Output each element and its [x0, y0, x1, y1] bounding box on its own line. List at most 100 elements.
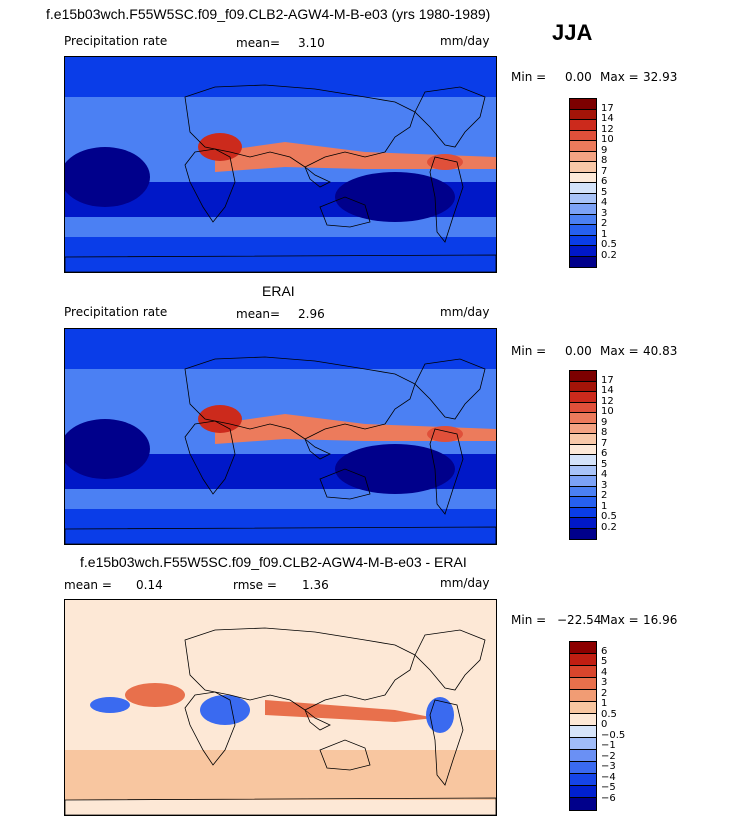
colorbar-tick-label: 1	[601, 500, 608, 512]
panel3-min-value: −22.54	[557, 613, 602, 627]
coastline	[304, 709, 331, 731]
coastline	[184, 627, 416, 711]
colorbar-swatch	[570, 256, 596, 267]
coastline	[414, 86, 486, 148]
colorbar-swatch	[570, 642, 596, 654]
colorbar-tick-label: 14	[601, 113, 614, 124]
coastline	[184, 84, 416, 168]
colorbar-tick-label: −6	[601, 792, 616, 804]
colorbar-tick-label: 7	[601, 165, 608, 177]
colorbar-swatch	[570, 666, 596, 678]
colorbar-tick-label: 8	[601, 155, 608, 166]
colorbar-tick-label: 12	[601, 123, 614, 135]
panel3-min-label: Min =	[511, 613, 547, 627]
coastline	[414, 629, 486, 691]
colorbar-swatch	[570, 246, 596, 257]
panel2-min-label: Min =	[511, 344, 547, 358]
field-monsoon	[198, 133, 242, 161]
colorbar-swatch	[570, 690, 596, 702]
colorbar-swatch	[570, 402, 596, 413]
colorbar-tick-label: 10	[601, 406, 614, 417]
colorbar-swatch	[570, 371, 596, 382]
field-monsoon	[198, 405, 242, 433]
field-negative-atlantic	[90, 697, 130, 713]
colorbar-tick-label: −4	[601, 771, 616, 783]
field-dry-pacific	[335, 172, 455, 222]
colorbar-tick-label: 12	[601, 395, 614, 407]
panel2-variable-label: Precipitation rate	[64, 305, 168, 319]
field-dry-atlantic	[65, 419, 150, 479]
colorbar-tick-label: 3	[601, 207, 608, 219]
colorbar-tick-label: −3	[601, 761, 616, 772]
colorbar-tick-label: 0.2	[601, 521, 617, 533]
colorbar-tick-label: 6	[601, 645, 608, 657]
field-band-north	[65, 329, 496, 369]
colorbar-tick-label: 4	[601, 666, 608, 678]
colorbar-swatch	[570, 455, 596, 466]
colorbar-swatch	[570, 486, 596, 497]
coastline	[319, 196, 371, 228]
coastline	[184, 691, 236, 766]
colorbar-tick-label: −1	[601, 740, 616, 751]
colorbar-tick-label: 9	[601, 144, 608, 156]
panel1-mean-label: mean=	[236, 36, 281, 50]
colorbar-tick-label: 17	[601, 374, 614, 386]
colorbar-tick-label: 3	[601, 479, 608, 491]
coastline	[65, 254, 496, 272]
colorbar-tick-label: 1	[601, 698, 608, 709]
coastline	[319, 739, 371, 771]
colorbar-swatch	[570, 654, 596, 666]
figure-title: f.e15b03wch.F55W5SC.f09_f09.CLB2-AGW4-M-…	[46, 6, 491, 22]
colorbar-tick-label: 0.5	[601, 239, 617, 250]
field-central-america	[427, 154, 463, 170]
panel3-colorbar	[569, 641, 597, 811]
colorbar-swatch	[570, 444, 596, 455]
panel1-max-value: 32.93	[643, 70, 678, 84]
field-positive-india	[125, 683, 185, 707]
panel3-rmse-label: rmse =	[233, 578, 277, 592]
coastline	[414, 358, 486, 420]
colorbar-tick-label: 4	[601, 197, 608, 208]
colorbar-swatch	[570, 518, 596, 529]
coastline	[65, 797, 496, 815]
colorbar-tick-label: 8	[601, 427, 608, 438]
colorbar-swatch	[570, 702, 596, 714]
colorbar-tick-label: 4	[601, 469, 608, 480]
colorbar-swatch	[570, 204, 596, 215]
colorbar-swatch	[570, 423, 596, 434]
colorbar-swatch	[570, 193, 596, 204]
panel1-mean-value: 3.10	[298, 36, 325, 50]
colorbar-swatch	[570, 726, 596, 738]
coastline	[304, 438, 331, 460]
colorbar-tick-label: 10	[601, 134, 614, 145]
field-dry-pacific	[335, 444, 455, 494]
colorbar-tick-label: −0.5	[601, 729, 626, 741]
colorbar-swatch	[570, 130, 596, 141]
field-band-south	[65, 237, 496, 272]
season-label: JJA	[552, 20, 593, 45]
colorbar-tick-label: 3	[601, 677, 608, 688]
colorbar-tick-label: 0.5	[601, 708, 617, 720]
coastline	[429, 428, 464, 515]
coastline	[65, 526, 496, 544]
colorbar-swatch	[570, 381, 596, 392]
colorbar-swatch	[570, 714, 596, 726]
panel1-units: mm/day	[440, 34, 490, 48]
colorbar-tick-label: 14	[601, 385, 614, 396]
panel3-map	[64, 599, 497, 816]
colorbar-swatch	[570, 528, 596, 539]
colorbar-swatch	[570, 476, 596, 487]
field-central-america	[427, 426, 463, 442]
field-itcz	[215, 414, 496, 444]
coastline	[429, 699, 464, 786]
panel2-map	[64, 328, 497, 545]
colorbar-tick-label: 9	[601, 416, 608, 428]
colorbar-tick-label: −2	[601, 750, 616, 762]
colorbar-swatch	[570, 678, 596, 690]
colorbar-tick-label: −5	[601, 782, 616, 793]
colorbar-swatch	[570, 162, 596, 173]
colorbar-tick-label: 6	[601, 448, 608, 459]
coastline	[429, 156, 464, 243]
coastline	[184, 148, 236, 223]
colorbar-swatch	[570, 465, 596, 476]
